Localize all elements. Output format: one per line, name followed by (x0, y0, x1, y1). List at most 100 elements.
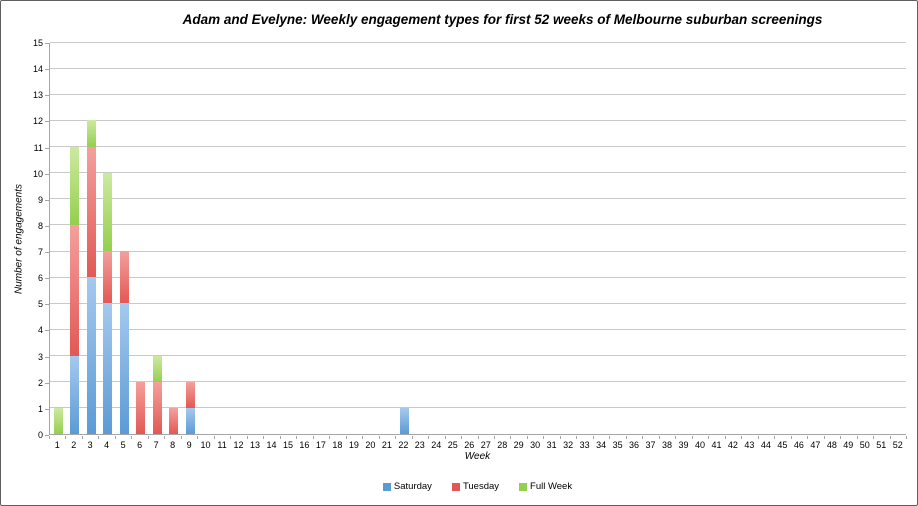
x-tick-label: 34 (596, 440, 607, 450)
x-tick-label: 15 (282, 440, 293, 450)
legend-label: Full Week (530, 481, 573, 492)
bar-segment-tuesday (70, 224, 80, 356)
x-tick-label: 47 (810, 440, 821, 450)
x-tick (889, 436, 891, 439)
bar-segment-saturday (70, 355, 80, 434)
bar-segment-saturday (399, 407, 409, 434)
x-tick (873, 436, 875, 439)
x-tick (296, 436, 298, 439)
x-tick-label: 1 (54, 440, 60, 450)
y-tick-label: 9 (37, 194, 43, 205)
x-tick (609, 436, 611, 439)
legend-swatch (451, 482, 460, 491)
x-tick-label: 33 (579, 440, 590, 450)
y-tick-label: 1 (37, 403, 43, 414)
x-tick (592, 436, 594, 439)
y-tick (45, 278, 49, 280)
x-tick (807, 436, 809, 439)
x-tick-label: 7 (153, 440, 159, 450)
x-tick (362, 436, 364, 439)
x-tick (493, 436, 495, 439)
y-tick (45, 199, 49, 201)
x-tick (131, 436, 133, 439)
x-tick (790, 436, 792, 439)
x-tick (81, 436, 83, 439)
y-tick-label: 0 (37, 430, 43, 440)
y-tick (45, 435, 49, 436)
x-tick (691, 436, 693, 439)
y-tick-label: 7 (37, 247, 43, 258)
x-tick-label: 5 (120, 440, 126, 450)
x-tick (906, 436, 907, 439)
x-tick-label: 38 (662, 440, 673, 450)
y-tick-label: 10 (32, 168, 43, 179)
x-tick-label: 30 (530, 440, 541, 450)
y-tick (45, 408, 49, 410)
gridline (50, 355, 906, 357)
x-tick-label: 32 (563, 440, 574, 450)
x-tick (477, 436, 479, 439)
x-tick-label: 36 (629, 440, 640, 450)
bar-segment-tuesday (103, 251, 113, 304)
x-tick (526, 436, 528, 439)
legend-label: Saturday (393, 481, 432, 492)
y-tick (45, 95, 49, 97)
x-tick-label: 25 (447, 440, 458, 450)
x-tick (378, 436, 380, 439)
bar-segment-tuesday (86, 146, 96, 278)
gridline (50, 198, 906, 200)
y-tick-label: 6 (37, 273, 43, 284)
y-tick (45, 173, 49, 175)
x-tick-label: 14 (266, 440, 277, 450)
x-tick (98, 436, 100, 439)
legend: Saturday Tuesday Full Week (49, 481, 906, 492)
x-tick (147, 436, 149, 439)
y-axis-label: Number of engagements (13, 183, 25, 295)
bar-segment-full-week (86, 120, 96, 147)
x-tick-label: 22 (398, 440, 409, 450)
x-tick (724, 436, 726, 439)
gridline (50, 146, 906, 148)
y-tick (45, 382, 49, 384)
x-tick (625, 436, 627, 439)
y-tick-label: 11 (33, 142, 43, 153)
x-tick-label: 31 (546, 440, 557, 450)
gridline (50, 224, 906, 226)
y-tick-label: 8 (37, 220, 43, 231)
x-tick-label: 11 (217, 440, 227, 450)
x-tick-label: 4 (104, 440, 110, 450)
x-tick-label: 40 (694, 440, 705, 450)
x-tick (559, 436, 561, 439)
x-tick (114, 436, 116, 439)
x-tick (757, 436, 759, 439)
y-tick (45, 147, 49, 149)
x-tick (444, 436, 446, 439)
y-tick-label: 3 (37, 351, 43, 362)
x-tick-label: 42 (727, 440, 738, 450)
x-tick (823, 436, 825, 439)
x-tick-label: 39 (678, 440, 689, 450)
x-tick (246, 436, 248, 439)
x-tick-label: 9 (186, 440, 192, 450)
gridline (50, 172, 906, 174)
x-tick-label: 41 (711, 440, 722, 450)
x-tick (675, 436, 677, 439)
bar-segment-full-week (53, 407, 63, 434)
x-tick-label: 18 (332, 440, 343, 450)
x-tick-label: 51 (876, 440, 887, 450)
x-tick-label: 37 (645, 440, 656, 450)
gridline (50, 328, 906, 330)
x-tick (461, 436, 463, 439)
y-tick-label: 15 (32, 38, 43, 48)
x-tick (49, 436, 50, 439)
bar-segment-full-week (103, 172, 113, 252)
x-tick (65, 436, 67, 439)
x-tick-label: 48 (826, 440, 837, 450)
x-tick (345, 436, 347, 439)
bar-segment-saturday (119, 303, 129, 434)
bar-segment-tuesday (136, 381, 146, 434)
x-tick (279, 436, 281, 439)
x-tick (230, 436, 232, 439)
x-tick (312, 436, 314, 439)
x-tick-label: 13 (249, 440, 260, 450)
